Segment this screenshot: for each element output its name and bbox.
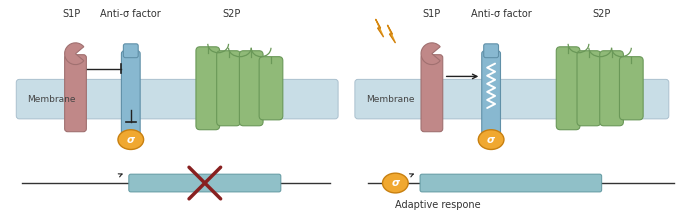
FancyBboxPatch shape: [577, 51, 601, 126]
Ellipse shape: [478, 130, 504, 150]
FancyBboxPatch shape: [420, 174, 601, 192]
FancyBboxPatch shape: [619, 57, 643, 120]
FancyBboxPatch shape: [123, 44, 138, 58]
Text: Anti-σ factor: Anti-σ factor: [100, 9, 161, 19]
Ellipse shape: [118, 130, 144, 150]
FancyBboxPatch shape: [355, 79, 668, 119]
Wedge shape: [64, 43, 84, 65]
Polygon shape: [388, 25, 395, 43]
FancyBboxPatch shape: [239, 51, 263, 126]
Text: S2P: S2P: [592, 9, 611, 19]
Ellipse shape: [383, 173, 408, 193]
Wedge shape: [421, 43, 440, 65]
Text: S1P: S1P: [62, 9, 81, 19]
Text: Membrane: Membrane: [366, 95, 415, 104]
FancyBboxPatch shape: [64, 55, 86, 132]
Text: σ: σ: [487, 135, 495, 145]
Text: Adaptive respone: Adaptive respone: [395, 200, 481, 210]
Text: σ: σ: [391, 178, 399, 188]
FancyBboxPatch shape: [17, 79, 338, 119]
Polygon shape: [376, 19, 383, 37]
Text: S2P: S2P: [222, 9, 241, 19]
FancyBboxPatch shape: [121, 51, 140, 136]
Text: S1P: S1P: [423, 9, 441, 19]
FancyBboxPatch shape: [482, 51, 500, 136]
FancyBboxPatch shape: [556, 47, 580, 130]
FancyBboxPatch shape: [217, 51, 240, 126]
Text: σ: σ: [127, 135, 135, 145]
FancyBboxPatch shape: [259, 57, 283, 120]
FancyBboxPatch shape: [196, 47, 219, 130]
Text: Anti-σ factor: Anti-σ factor: [471, 9, 531, 19]
FancyBboxPatch shape: [421, 55, 443, 132]
FancyBboxPatch shape: [129, 174, 281, 192]
FancyBboxPatch shape: [600, 51, 623, 126]
Text: Membrane: Membrane: [27, 95, 75, 104]
FancyBboxPatch shape: [484, 44, 498, 58]
